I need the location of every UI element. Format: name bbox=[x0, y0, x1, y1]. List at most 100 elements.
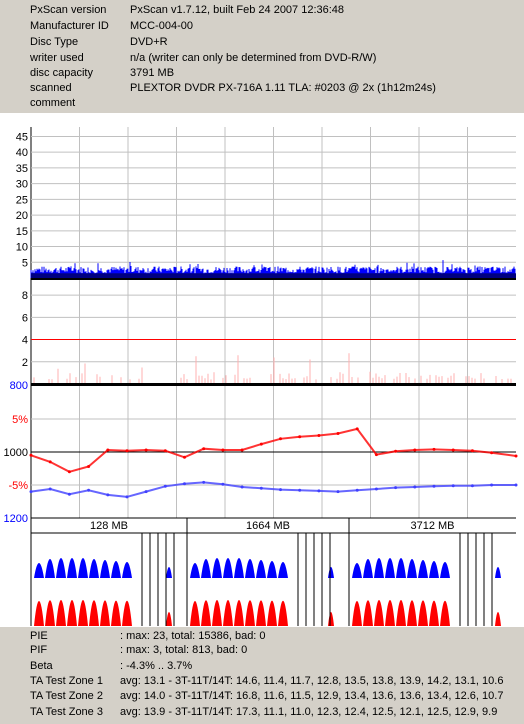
ta-blue-peak bbox=[234, 558, 244, 578]
jitter-point bbox=[144, 490, 148, 494]
beta-point bbox=[470, 449, 474, 453]
pie-tick-label: 30 bbox=[16, 179, 28, 191]
jitter-point bbox=[87, 488, 91, 492]
jitter-point bbox=[432, 484, 436, 488]
ta-zone-label: 128 MB bbox=[90, 520, 128, 532]
jitter-point bbox=[279, 488, 282, 492]
ta-blue-peak bbox=[245, 559, 255, 578]
jitter-point bbox=[240, 485, 244, 489]
ta-red-peak bbox=[374, 600, 384, 626]
footer-value: : -4.3% .. 3.7% bbox=[120, 660, 193, 672]
ta-zone-label: 3712 MB bbox=[410, 520, 454, 532]
jitter-point bbox=[394, 486, 398, 490]
header-key: PxScan version bbox=[30, 4, 107, 16]
ta-red-peak bbox=[429, 600, 439, 626]
ta-blue-peak bbox=[190, 563, 200, 578]
ta-blue-peak bbox=[440, 562, 450, 578]
header-key: Disc Type bbox=[30, 36, 79, 48]
chart-grid bbox=[30, 127, 516, 626]
pie-tick-label: 25 bbox=[16, 194, 28, 206]
pif-tick-label: 6 bbox=[22, 312, 28, 324]
footer-key: TA Test Zone 2 bbox=[30, 690, 103, 702]
pif-bars bbox=[33, 353, 512, 384]
pie-tick-label: 15 bbox=[16, 226, 28, 238]
jitter-point bbox=[106, 493, 110, 497]
jitter-point bbox=[29, 490, 33, 494]
ta-blue-peak bbox=[45, 559, 55, 578]
beta-point bbox=[490, 451, 494, 455]
jitter-point bbox=[514, 483, 518, 487]
ta-blue-peak bbox=[100, 560, 110, 578]
ta-blue-peak bbox=[429, 561, 439, 578]
jitter-point bbox=[298, 488, 302, 492]
jitter-point bbox=[125, 495, 129, 499]
beta-point bbox=[240, 448, 244, 452]
jitter-point bbox=[355, 488, 359, 492]
header-key: writer used bbox=[30, 52, 84, 64]
beta-line bbox=[30, 427, 517, 473]
ta-blue-peak bbox=[223, 558, 233, 578]
jitter-line bbox=[30, 481, 516, 498]
jitter-point bbox=[67, 492, 71, 496]
ta-blue-peak bbox=[111, 561, 121, 578]
beta-point bbox=[106, 448, 110, 452]
jitter-point bbox=[490, 483, 494, 487]
pie-tick-label: 45 bbox=[16, 131, 28, 143]
jitter-point bbox=[221, 482, 225, 486]
ta-red-peak bbox=[190, 601, 200, 626]
ta-red-peak bbox=[201, 600, 211, 626]
beta-point bbox=[355, 427, 359, 431]
ta-red-peak bbox=[418, 600, 428, 626]
ta-blue-peak bbox=[34, 563, 44, 578]
header-value: DVD+R bbox=[130, 36, 168, 48]
ta-panel: 128 MB 1664 MB 3712 MB bbox=[31, 517, 516, 626]
pie-tick-label: 20 bbox=[16, 210, 28, 222]
beta-point bbox=[514, 454, 518, 458]
ta-red-peak bbox=[363, 600, 373, 626]
chart-background bbox=[0, 113, 524, 627]
ta-blue-peak bbox=[396, 558, 406, 578]
ta-blue-peak bbox=[122, 562, 132, 578]
ta-blue-peak bbox=[256, 560, 266, 578]
jitter-point bbox=[470, 484, 474, 488]
beta-pct-tick-label: 5% bbox=[12, 414, 28, 426]
beta-point bbox=[48, 460, 52, 464]
jitter-point bbox=[259, 486, 263, 490]
ta-red-peak bbox=[245, 600, 255, 626]
beta-point bbox=[125, 449, 129, 453]
footer-value: avg: 14.0 - 3T-11T/14T: 16.8, 11.6, 11.5… bbox=[120, 690, 504, 702]
pif-tick-label: 8 bbox=[22, 290, 28, 302]
ta-red-peak bbox=[256, 600, 266, 626]
jitter-point bbox=[202, 480, 206, 484]
ta-blue-peak bbox=[363, 559, 373, 578]
ta-red-peak bbox=[278, 600, 288, 626]
ta-red-peak bbox=[34, 601, 44, 626]
ta-red-peak bbox=[440, 600, 450, 626]
pie-panel bbox=[30, 260, 516, 280]
ta-red-peak bbox=[67, 600, 77, 626]
beta-point bbox=[279, 437, 282, 441]
beta-point bbox=[183, 455, 186, 459]
beta-point bbox=[144, 448, 148, 452]
jitter-point bbox=[374, 487, 378, 491]
ta-blue-peak bbox=[201, 559, 211, 578]
beta-point bbox=[259, 442, 263, 446]
ta-blue-peak bbox=[212, 558, 222, 578]
ta-red-peak bbox=[407, 600, 417, 626]
ta-red-peak bbox=[267, 600, 277, 626]
jitter-point bbox=[183, 482, 186, 486]
ta-blue-peak bbox=[374, 558, 384, 578]
pie-tick-label: 5 bbox=[22, 257, 28, 269]
ta-red-peak bbox=[352, 601, 362, 626]
header-key: Manufacturer ID bbox=[30, 20, 109, 32]
ta-red-peak-14t bbox=[495, 612, 501, 626]
ta-red-peak bbox=[89, 600, 99, 626]
jitter-point bbox=[451, 484, 455, 488]
beta-point bbox=[67, 470, 71, 474]
tick-labels: 5 10 15 20 25 30 35 40 45 2 4 6 8 800 1000 1200 5% -5% bbox=[4, 131, 29, 525]
pie-baseline bbox=[31, 273, 516, 278]
ta-blue-peak bbox=[89, 559, 99, 578]
header-value: 3791 MB bbox=[130, 67, 175, 79]
beta-point bbox=[87, 465, 91, 468]
beta-point bbox=[163, 449, 167, 453]
